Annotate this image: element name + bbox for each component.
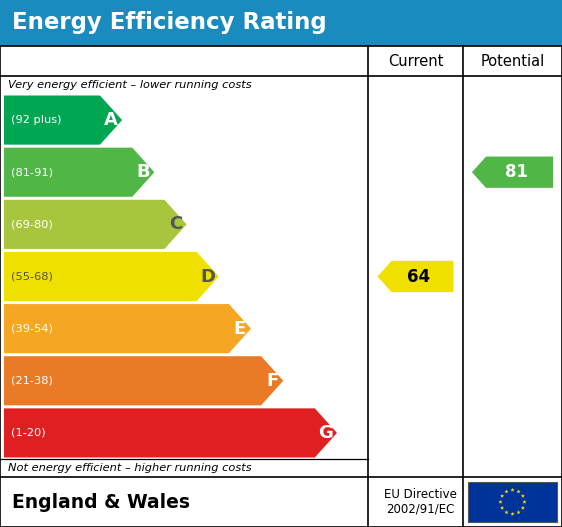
Text: B: B — [137, 163, 150, 181]
Text: 81: 81 — [505, 163, 528, 181]
Polygon shape — [500, 494, 504, 498]
Polygon shape — [505, 490, 509, 493]
Text: F: F — [266, 372, 278, 390]
Polygon shape — [510, 488, 515, 492]
Text: (55-68): (55-68) — [11, 271, 53, 281]
Polygon shape — [516, 490, 520, 493]
Polygon shape — [4, 408, 337, 457]
Polygon shape — [516, 510, 520, 514]
Bar — [468, 482, 557, 522]
Polygon shape — [521, 506, 525, 510]
Polygon shape — [500, 506, 504, 510]
Text: (81-91): (81-91) — [11, 167, 53, 177]
Polygon shape — [472, 157, 553, 188]
Polygon shape — [498, 500, 502, 504]
Polygon shape — [521, 494, 525, 498]
Polygon shape — [4, 200, 187, 249]
Text: Very energy efficient – lower running costs: Very energy efficient – lower running co… — [8, 80, 252, 90]
Text: Not energy efficient – higher running costs: Not energy efficient – higher running co… — [8, 463, 252, 473]
Text: (39-54): (39-54) — [11, 324, 53, 334]
Polygon shape — [4, 356, 283, 405]
Text: Potential: Potential — [481, 54, 545, 69]
Text: EU Directive
2002/91/EC: EU Directive 2002/91/EC — [384, 488, 457, 516]
Polygon shape — [378, 261, 454, 292]
Text: D: D — [200, 268, 215, 286]
Polygon shape — [4, 304, 251, 353]
Text: Energy Efficiency Rating: Energy Efficiency Rating — [12, 12, 327, 34]
Polygon shape — [523, 500, 527, 504]
Text: (92 plus): (92 plus) — [11, 115, 61, 125]
Polygon shape — [4, 95, 122, 144]
Text: C: C — [169, 216, 182, 233]
Bar — [0, 0, 562, 46]
Text: (1-20): (1-20) — [11, 428, 46, 438]
Text: 64: 64 — [407, 268, 430, 286]
Text: E: E — [234, 320, 246, 338]
Text: Current: Current — [388, 54, 443, 69]
Polygon shape — [4, 148, 155, 197]
Polygon shape — [510, 512, 515, 516]
Text: England & Wales: England & Wales — [12, 493, 190, 512]
Text: A: A — [104, 111, 118, 129]
Text: (21-38): (21-38) — [11, 376, 53, 386]
Polygon shape — [505, 510, 509, 514]
Polygon shape — [4, 252, 219, 301]
Text: G: G — [319, 424, 333, 442]
Text: (69-80): (69-80) — [11, 219, 53, 229]
